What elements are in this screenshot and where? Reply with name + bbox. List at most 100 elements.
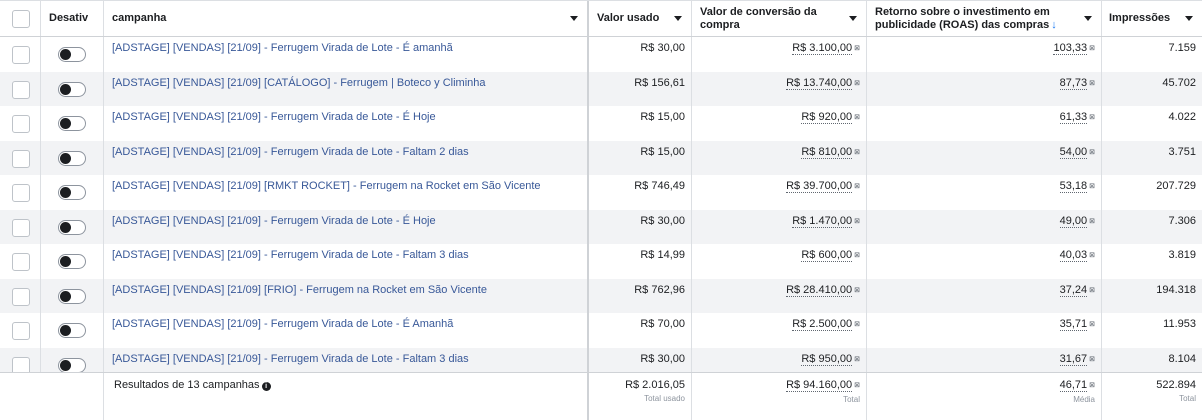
attribution-icon: ⊠ <box>854 183 860 190</box>
campaign-toggle[interactable] <box>58 219 86 235</box>
conversion-value: R$ 39.700,00 <box>786 180 853 193</box>
header-roas-label: Retorno sobre o investimento em publicid… <box>875 6 1050 31</box>
attribution-icon: ⊠ <box>854 148 860 156</box>
impressions-cell: 11.953 <box>1163 318 1196 330</box>
roas-value: 61,33 <box>1059 111 1088 124</box>
attribution-icon: ⊠ <box>854 252 860 259</box>
campaign-toggle[interactable] <box>58 185 86 200</box>
attribution-icon: ⊠ <box>1089 79 1095 87</box>
chevron-down-icon[interactable] <box>674 16 682 21</box>
campaign-toggle[interactable] <box>58 47 86 62</box>
row-checkbox[interactable] <box>12 115 30 133</box>
roas-value: 103,33 <box>1053 42 1088 55</box>
impressions-total-caption: Total <box>1179 394 1196 403</box>
header-spend-column[interactable]: Valor usado <box>589 1 692 36</box>
campaign-name-link[interactable]: [ADSTAGE] [VENDAS] [21/09] [RMKT ROCKET]… <box>112 180 541 192</box>
campaign-name-link[interactable]: [ADSTAGE] [VENDAS] [21/09] - Ferrugem Vi… <box>112 249 469 261</box>
conversion-total-caption: Total <box>843 395 860 404</box>
chevron-down-icon[interactable] <box>570 16 578 21</box>
impressions-cell: 3.819 <box>1168 249 1196 261</box>
conversion-value: R$ 600,00 <box>801 249 853 262</box>
row-checkbox[interactable] <box>12 149 30 168</box>
impressions-cell: 7.306 <box>1168 214 1196 227</box>
chevron-down-icon[interactable] <box>1084 16 1092 21</box>
header-select-all-cell <box>0 1 41 36</box>
row-checkbox[interactable] <box>12 80 30 99</box>
row-checkbox[interactable] <box>12 184 30 202</box>
conversion-value: R$ 2.500,00 <box>792 318 853 331</box>
spend-total-caption: Total usado <box>644 394 685 403</box>
attribution-icon: ⊠ <box>1089 321 1095 328</box>
table-row: [ADSTAGE] [VENDAS] [21/09] - Ferrugem Vi… <box>0 106 1202 141</box>
spend-cell: R$ 15,00 <box>589 106 692 141</box>
table-row: [ADSTAGE] [VENDAS] [21/09] [RMKT ROCKET]… <box>0 175 1202 210</box>
spend-cell: R$ 762,96 <box>589 278 692 313</box>
campaign-toggle[interactable] <box>58 357 86 373</box>
row-checkbox[interactable] <box>12 253 30 271</box>
campaign-name-link[interactable]: [ADSTAGE] [VENDAS] [21/09] [CATÁLOGO] - … <box>112 76 486 89</box>
attribution-icon: ⊠ <box>854 114 860 121</box>
attribution-icon: ⊠ <box>854 321 860 328</box>
attribution-icon: ⊠ <box>1089 217 1095 225</box>
attribution-icon: ⊠ <box>854 286 860 294</box>
impressions-cell: 3.751 <box>1168 145 1196 158</box>
info-icon[interactable]: i <box>261 382 271 391</box>
campaign-name-link[interactable]: [ADSTAGE] [VENDAS] [21/09] - Ferrugem Vi… <box>112 214 436 227</box>
campaign-toggle[interactable] <box>58 116 86 131</box>
conversion-value: R$ 950,00 <box>801 352 853 366</box>
sort-desc-arrow-icon[interactable]: ↓ <box>1051 19 1057 31</box>
roas-value: 87,73 <box>1059 76 1088 90</box>
header-toggle-column[interactable]: Desativ <box>41 1 104 36</box>
campaign-toggle[interactable] <box>58 323 86 338</box>
campaign-toggle[interactable] <box>58 150 86 166</box>
campaign-name-link[interactable]: [ADSTAGE] [VENDAS] [21/09] - Ferrugem Vi… <box>112 318 454 330</box>
impressions-cell: 45.702 <box>1162 76 1196 89</box>
row-checkbox[interactable] <box>12 218 30 237</box>
campaign-toggle[interactable] <box>58 254 86 269</box>
totals-row: Resultados de 13 campanhas i R$ 2.016,05 … <box>0 372 1202 420</box>
results-count-label: Resultados de 13 campanhas <box>114 379 260 391</box>
select-all-checkbox[interactable] <box>12 10 30 28</box>
header-campaign-label: campanha <box>112 12 167 24</box>
conversion-value: R$ 810,00 <box>801 145 853 159</box>
chevron-down-icon[interactable] <box>849 16 857 21</box>
header-impressions-column[interactable]: Impressões <box>1102 1 1202 36</box>
roas-average: 46,71 <box>1059 379 1088 392</box>
campaign-toggle[interactable] <box>58 288 86 304</box>
impressions-cell: 4.022 <box>1168 111 1196 123</box>
header-impressions-label: Impressões <box>1109 12 1171 24</box>
spend-cell: R$ 15,00 <box>589 140 692 175</box>
roas-value: 31,67 <box>1059 352 1088 366</box>
roas-value: 35,71 <box>1059 318 1088 331</box>
spend-cell: R$ 30,00 <box>589 37 692 72</box>
roas-value: 53,18 <box>1059 180 1088 193</box>
table-header: Desativ campanha Valor usado Valor de co… <box>0 0 1202 37</box>
header-roas-column[interactable]: Retorno sobre o investimento em publicid… <box>867 1 1102 36</box>
campaign-name-link[interactable]: [ADSTAGE] [VENDAS] [21/09] - Ferrugem Vi… <box>112 111 436 123</box>
roas-value: 54,00 <box>1059 145 1088 159</box>
row-checkbox[interactable] <box>12 46 30 64</box>
attribution-icon: ⊠ <box>854 45 860 52</box>
conversion-value: R$ 13.740,00 <box>786 76 853 90</box>
conversion-value: R$ 920,00 <box>801 111 853 124</box>
table-row: [ADSTAGE] [VENDAS] [21/09] - Ferrugem Vi… <box>0 209 1202 244</box>
conversion-value: R$ 3.100,00 <box>792 42 853 55</box>
header-conversion-column[interactable]: Valor de conversão da compra <box>692 1 867 36</box>
header-toggle-label: Desativ <box>49 12 89 24</box>
attribution-icon: ⊠ <box>1089 382 1095 389</box>
campaign-name-link[interactable]: [ADSTAGE] [VENDAS] [21/09] - Ferrugem Vi… <box>112 145 469 158</box>
campaign-name-link[interactable]: [ADSTAGE] [VENDAS] [21/09] - Ferrugem Vi… <box>112 42 453 54</box>
impressions-cell: 207.729 <box>1156 180 1196 192</box>
campaign-name-link[interactable]: [ADSTAGE] [VENDAS] [21/09] [FRIO] - Ferr… <box>112 283 487 296</box>
chevron-down-icon[interactable] <box>1185 16 1193 21</box>
header-campaign-column[interactable]: campanha <box>104 1 589 36</box>
campaign-name-link[interactable]: [ADSTAGE] [VENDAS] [21/09] - Ferrugem Vi… <box>112 352 469 365</box>
roas-value: 40,03 <box>1059 249 1088 262</box>
attribution-icon: ⊠ <box>1089 252 1095 259</box>
spend-cell: R$ 30,00 <box>589 209 692 244</box>
attribution-icon: ⊠ <box>1089 114 1095 121</box>
roas-average-caption: Média <box>1073 395 1095 404</box>
row-checkbox[interactable] <box>12 322 30 340</box>
row-checkbox[interactable] <box>12 287 30 306</box>
campaign-toggle[interactable] <box>58 81 86 97</box>
